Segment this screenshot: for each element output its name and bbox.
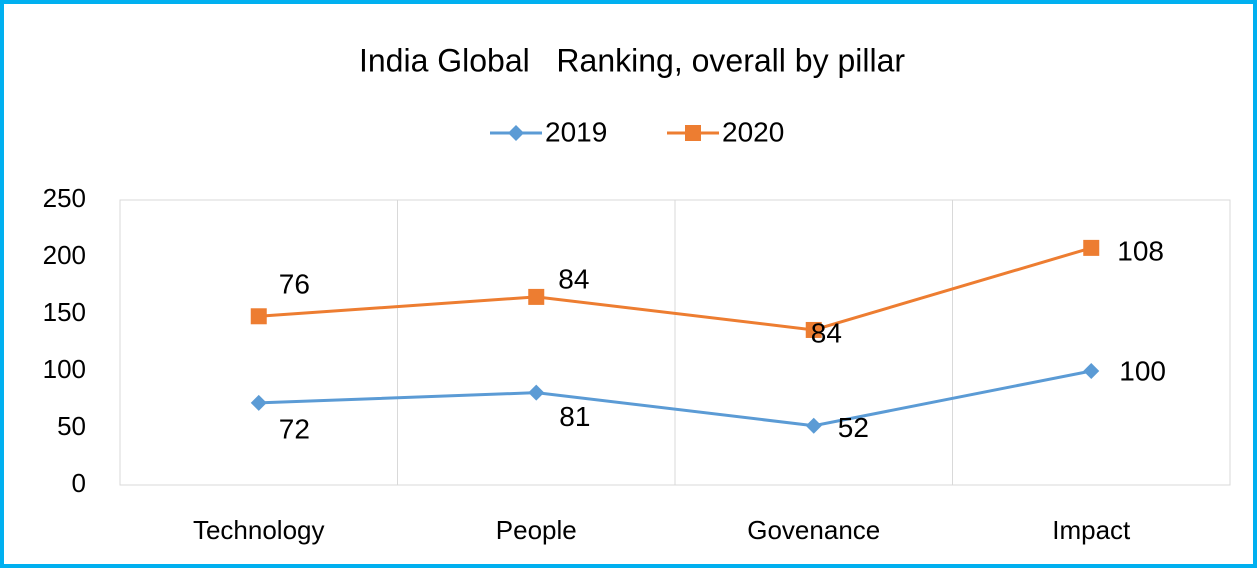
y-tick-label: 150	[43, 297, 86, 327]
marker	[250, 308, 267, 325]
data-label: 72	[279, 413, 310, 444]
legend-marker	[508, 125, 524, 141]
line	[258, 369, 1092, 428]
legend-label: 2020	[722, 116, 784, 147]
y-tick-label: 50	[57, 411, 86, 441]
marker	[250, 394, 267, 411]
data-label: 84	[811, 317, 842, 348]
data-label: 108	[1117, 235, 1164, 266]
x-tick-label: Technology	[193, 515, 325, 545]
data-label: 81	[559, 401, 590, 432]
data-label: 100	[1119, 355, 1166, 386]
legend-marker	[685, 125, 701, 141]
marker	[805, 321, 822, 338]
line	[258, 246, 1092, 332]
y-tick-label: 0	[72, 468, 86, 498]
y-tick-label: 100	[43, 354, 86, 384]
data-label: 84	[558, 263, 589, 294]
marker	[1083, 239, 1100, 256]
x-tick-label: Impact	[1052, 515, 1131, 545]
marker	[1083, 363, 1100, 379]
marker	[528, 288, 545, 305]
legend-label: 2019	[545, 116, 607, 147]
marker	[805, 417, 822, 434]
data-label: 52	[838, 412, 869, 443]
x-tick-label: Govenance	[747, 515, 880, 545]
chart-title: India Global Ranking, overall by pillar	[359, 42, 905, 78]
y-tick-label: 250	[43, 183, 86, 213]
y-tick-label: 200	[43, 240, 86, 270]
data-label: 76	[279, 269, 310, 300]
x-tick-label: People	[496, 515, 577, 545]
marker	[528, 384, 545, 401]
